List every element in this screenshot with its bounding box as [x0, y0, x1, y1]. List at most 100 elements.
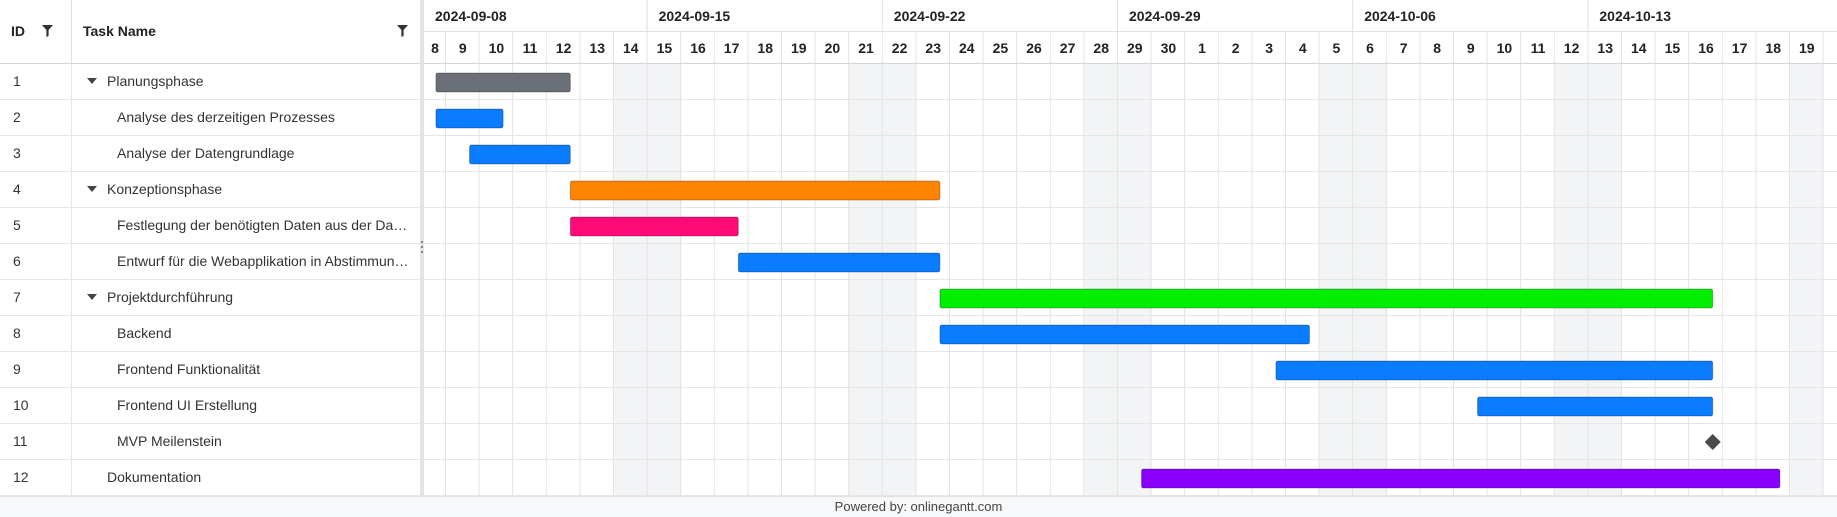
task-id-cell: 4 [0, 172, 72, 207]
day-label: 8 [431, 40, 439, 56]
day-label: 26 [1026, 40, 1042, 56]
day-label: 29 [1127, 40, 1143, 56]
day-label: 15 [657, 40, 673, 56]
day-label: 9 [1467, 40, 1475, 56]
task-row[interactable]: 3 Analyse der Datengrundlage [0, 136, 421, 172]
day-label: 11 [523, 40, 538, 56]
day-label: 21 [858, 40, 874, 56]
day-label: 27 [1060, 40, 1076, 56]
task-name-cell: Konzeptionsphase [107, 181, 223, 197]
day-label: 1 [1198, 40, 1206, 56]
task-grid: ID Task Name 1 Planungsphase 2 Analyse des … [0, 0, 422, 496]
vertical-dots-icon[interactable] [420, 241, 424, 255]
day-label: 10 [1497, 40, 1513, 56]
column-header-id[interactable]: ID [0, 0, 72, 63]
task-id-cell: 11 [0, 424, 72, 459]
column-header-id-label: ID [11, 23, 25, 39]
diamond-icon[interactable] [1704, 434, 1721, 450]
day-label: 12 [556, 40, 572, 56]
day-label: 6 [1366, 40, 1374, 56]
day-label: 3 [1265, 40, 1273, 56]
day-label: 13 [1597, 40, 1613, 56]
task-row[interactable]: 8 Backend [0, 316, 421, 352]
task-id-cell: 7 [0, 280, 72, 315]
caret-down-icon[interactable] [87, 186, 97, 192]
day-label: 7 [1400, 40, 1408, 56]
task-id-cell: 9 [0, 352, 72, 387]
day-label: 13 [589, 40, 605, 56]
task-bar[interactable] [939, 288, 1714, 309]
filter-icon[interactable] [397, 25, 408, 37]
day-label: 28 [1093, 40, 1109, 56]
column-header-task-name[interactable]: Task Name [72, 0, 421, 63]
day-label: 25 [993, 40, 1009, 56]
task-bar[interactable] [1141, 468, 1781, 489]
day-label: 14 [623, 40, 639, 56]
caret-down-icon[interactable] [87, 294, 97, 300]
task-id-cell: 10 [0, 388, 72, 423]
day-label: 8 [1433, 40, 1441, 56]
task-row[interactable]: 6 Entwurf für die Webapplikation in Absti… [0, 244, 421, 280]
task-bar[interactable] [469, 144, 571, 165]
task-id-cell: 3 [0, 136, 72, 171]
day-label: 18 [1765, 40, 1781, 56]
week-label: 2024-09-29 [1129, 8, 1201, 24]
day-label: 9 [459, 40, 467, 56]
task-bar[interactable] [1275, 360, 1714, 381]
task-bar[interactable] [435, 108, 504, 129]
day-label: 19 [1799, 40, 1815, 56]
task-id-cell: 12 [0, 460, 72, 495]
day-label: 11 [1531, 40, 1546, 56]
task-name-cell: Analyse des derzeitigen Prozesses [117, 109, 335, 125]
day-label: 16 [690, 40, 706, 56]
task-bar[interactable] [569, 180, 941, 201]
task-id-cell: 2 [0, 100, 72, 135]
filter-icon[interactable] [42, 25, 53, 37]
task-row[interactable]: 1 Planungsphase [0, 64, 421, 100]
day-label: 17 [724, 40, 740, 56]
task-row[interactable]: 10 Frontend UI Erstellung [0, 388, 421, 424]
task-row[interactable]: 12 Dokumentation [0, 460, 421, 496]
task-row[interactable]: 5 Festlegung der benötigten Daten aus der… [0, 208, 421, 244]
task-bar[interactable] [435, 72, 571, 93]
task-row[interactable]: 4 Konzeptionsphase [0, 172, 421, 208]
task-bar[interactable] [569, 216, 739, 237]
powered-by-text[interactable]: Powered by: onlinegantt.com [834, 499, 1003, 514]
day-label: 5 [1333, 40, 1341, 56]
day-label: 30 [1161, 40, 1177, 56]
task-row[interactable]: 7 Projektdurchführung [0, 280, 421, 316]
day-label: 22 [892, 40, 908, 56]
day-label: 19 [791, 40, 807, 56]
task-name-cell: Backend [117, 325, 172, 341]
task-name-cell: Frontend Funktionalität [117, 361, 261, 377]
task-bar[interactable] [939, 324, 1311, 345]
task-name-cell: Projektdurchführung [107, 289, 234, 305]
task-id-cell: 1 [0, 64, 72, 99]
pane-resizer[interactable] [420, 0, 424, 496]
day-label: 17 [1732, 40, 1748, 56]
task-row[interactable]: 9 Frontend Funktionalität [0, 352, 421, 388]
day-label: 10 [489, 40, 505, 56]
week-label: 2024-09-08 [435, 8, 507, 24]
day-label: 20 [825, 40, 841, 56]
day-label: 23 [925, 40, 941, 56]
task-name-cell: Entwurf für die Webapplikation in Abstim… [117, 253, 409, 269]
day-label: 12 [1564, 40, 1580, 56]
task-id-cell: 6 [0, 244, 72, 279]
task-name-cell: Dokumentation [107, 469, 202, 485]
caret-down-icon[interactable] [87, 78, 97, 84]
task-bar[interactable] [737, 252, 941, 273]
day-label: 2 [1232, 40, 1240, 56]
day-label: 4 [1299, 40, 1307, 56]
week-label: 2024-10-06 [1364, 8, 1436, 24]
task-row[interactable]: 2 Analyse des derzeitigen Prozesses [0, 100, 421, 136]
week-label: 2024-10-13 [1599, 8, 1671, 24]
task-row[interactable]: 11 MVP Meilenstein [0, 424, 421, 460]
footer: Powered by: onlinegantt.com [0, 496, 1837, 517]
task-bar[interactable] [1477, 396, 1714, 417]
grid-header: ID Task Name [0, 0, 421, 64]
day-label: 14 [1631, 40, 1647, 56]
task-name-cell: Frontend UI Erstellung [117, 397, 258, 413]
task-id-cell: 5 [0, 208, 72, 243]
